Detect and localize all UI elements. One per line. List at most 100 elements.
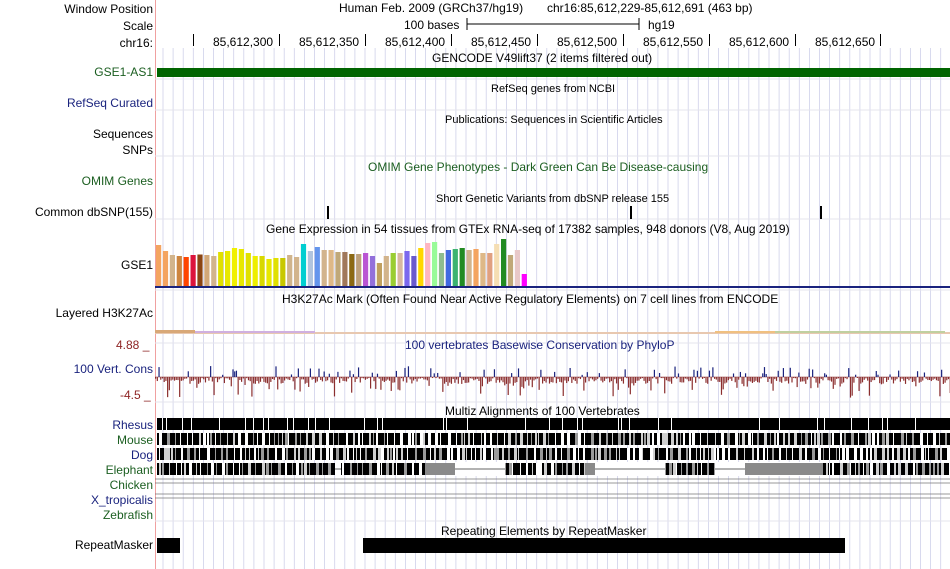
repeat-element[interactable] — [363, 538, 845, 553]
alignment-shade — [916, 463, 918, 475]
alignment-shade — [658, 448, 659, 460]
phylop-bar — [180, 377, 182, 381]
alignment-shade — [671, 418, 672, 430]
species-label-mouse[interactable]: Mouse — [116, 433, 153, 447]
omim-track-label[interactable]: OMIM Genes — [81, 174, 153, 188]
alignment-shade — [650, 448, 653, 460]
phylop-bar — [437, 372, 439, 377]
phylop-bar — [404, 367, 406, 377]
alignment-shade — [309, 463, 310, 475]
phylop-bar — [622, 377, 625, 384]
scale-bar — [466, 18, 640, 30]
phylop-bar — [571, 377, 573, 383]
phylop-bar — [204, 377, 207, 383]
phylop-bar — [433, 373, 435, 377]
alignment-shade — [357, 463, 358, 475]
omim-track-title[interactable]: OMIM Gene Phenotypes - Dark Green Can Be… — [368, 160, 709, 174]
species-label-rhesus[interactable]: Rhesus — [112, 418, 153, 432]
species-label-x-tropicalis[interactable]: X_tropicalis — [90, 493, 153, 507]
alignment-shade — [562, 463, 563, 475]
refseq-track-title[interactable]: RefSeq genes from NCBI — [491, 83, 616, 95]
repeat-element[interactable] — [157, 538, 180, 553]
alignment-shade — [373, 448, 376, 460]
rmsk-track-label[interactable]: RepeatMasker — [74, 538, 153, 552]
alignment-shade — [555, 433, 556, 445]
phylop-bar — [750, 377, 752, 382]
phylop-bar — [779, 377, 781, 382]
phylop-bar — [619, 377, 621, 379]
position-readout[interactable]: chr16:85,612,229-85,612,691 (463 bp) — [547, 1, 753, 15]
pubs-track-title[interactable]: Publications: Sequences in Scientific Ar… — [445, 114, 663, 126]
species-label-chicken[interactable]: Chicken — [109, 478, 153, 492]
phylop-bar — [423, 377, 425, 380]
phylop-bar — [763, 367, 766, 377]
gencode-track-label[interactable]: GSE1-AS1 — [94, 65, 153, 79]
multiz-track-title[interactable]: Multiz Alignments of 100 Vertebrates — [445, 404, 640, 418]
rmsk-track-title[interactable]: Repeating Elements by RepeatMasker — [441, 524, 647, 538]
gencode-track-title[interactable]: GENCODE V49lift37 (2 items filtered out) — [432, 51, 653, 65]
phylop-bar — [910, 377, 912, 379]
phylop-bar — [160, 377, 162, 380]
gtex-bar-chart[interactable] — [155, 236, 950, 288]
phylop-bar — [184, 377, 186, 379]
gtex-track-title[interactable]: Gene Expression in 54 tissues from GTEx … — [266, 222, 790, 236]
phylop-bar — [242, 377, 244, 379]
snp-marker[interactable] — [630, 206, 632, 219]
alignment-shade — [295, 433, 297, 445]
phylop-bar — [504, 377, 506, 386]
alignment-shade — [567, 433, 570, 445]
refseq-track-label[interactable]: RefSeq Curated — [66, 96, 153, 110]
dbsnp-track-label[interactable]: Common dbSNP(155) — [34, 205, 153, 219]
phylop-bar — [249, 377, 251, 382]
alignment-shade — [175, 448, 176, 460]
gencode-gene-feature[interactable] — [157, 68, 950, 77]
phylop-bar — [657, 377, 659, 384]
phylop-bar — [579, 377, 582, 380]
snp-marker[interactable] — [327, 206, 329, 219]
snps-track-label[interactable]: SNPs — [122, 143, 153, 157]
phylop-bar — [459, 372, 461, 377]
phylop-bar — [234, 371, 236, 377]
h3k27ac-signal[interactable] — [155, 326, 950, 338]
phylop-bar — [523, 377, 525, 389]
alignment-shade — [748, 433, 751, 445]
dbsnp-track-title[interactable]: Short Genetic Variants from dbSNP releas… — [436, 193, 670, 205]
phylop-bar — [569, 367, 571, 377]
phylop-bar — [872, 377, 874, 381]
alignment-shade — [490, 433, 492, 445]
phylop-bar — [399, 377, 401, 391]
alignment-shade — [703, 448, 705, 460]
phylop-track-title[interactable]: 100 vertebrates Basewise Conservation by… — [405, 338, 675, 352]
h3k27ac-track-title[interactable]: H3K27Ac Mark (Often Found Near Active Re… — [282, 292, 779, 306]
phylop-bar — [843, 377, 845, 383]
phylop-bar — [695, 377, 697, 383]
alignment-shade — [817, 418, 818, 430]
species-alignment-row — [157, 448, 950, 460]
species-label-zebrafish[interactable]: Zebrafish — [102, 508, 153, 522]
alignment-shade — [207, 433, 209, 445]
pubs-track-label[interactable]: Sequences — [92, 127, 153, 141]
phylop-bar — [285, 377, 287, 379]
phylop-bar — [402, 377, 404, 382]
alignment-shade — [882, 448, 885, 460]
phylop-bar — [908, 377, 910, 381]
phylop-track-label[interactable]: 100 Vert. Cons — [73, 362, 153, 376]
species-label-dog[interactable]: Dog — [130, 448, 153, 462]
species-label-elephant[interactable]: Elephant — [105, 463, 153, 477]
phylop-bar — [435, 377, 437, 379]
alignment-shade — [504, 433, 505, 445]
multiz-alignment-blocks[interactable] — [155, 417, 950, 507]
alignment-shade — [480, 448, 482, 460]
h3k27ac-track-label[interactable]: Layered H3K27Ac — [55, 306, 153, 320]
snp-marker[interactable] — [820, 206, 822, 219]
alignment-shade — [171, 448, 173, 460]
gtex-track-label[interactable]: GSE1 — [120, 258, 153, 272]
alignment-shade — [876, 463, 879, 475]
phylop-conservation-wiggle[interactable] — [155, 352, 950, 402]
phylop-bar — [431, 377, 434, 379]
alignment-shade — [673, 463, 676, 475]
alignment-shade — [330, 448, 333, 460]
phylop-bar — [925, 377, 927, 379]
phylop-bar — [273, 377, 275, 380]
alignment-shade — [714, 448, 716, 460]
